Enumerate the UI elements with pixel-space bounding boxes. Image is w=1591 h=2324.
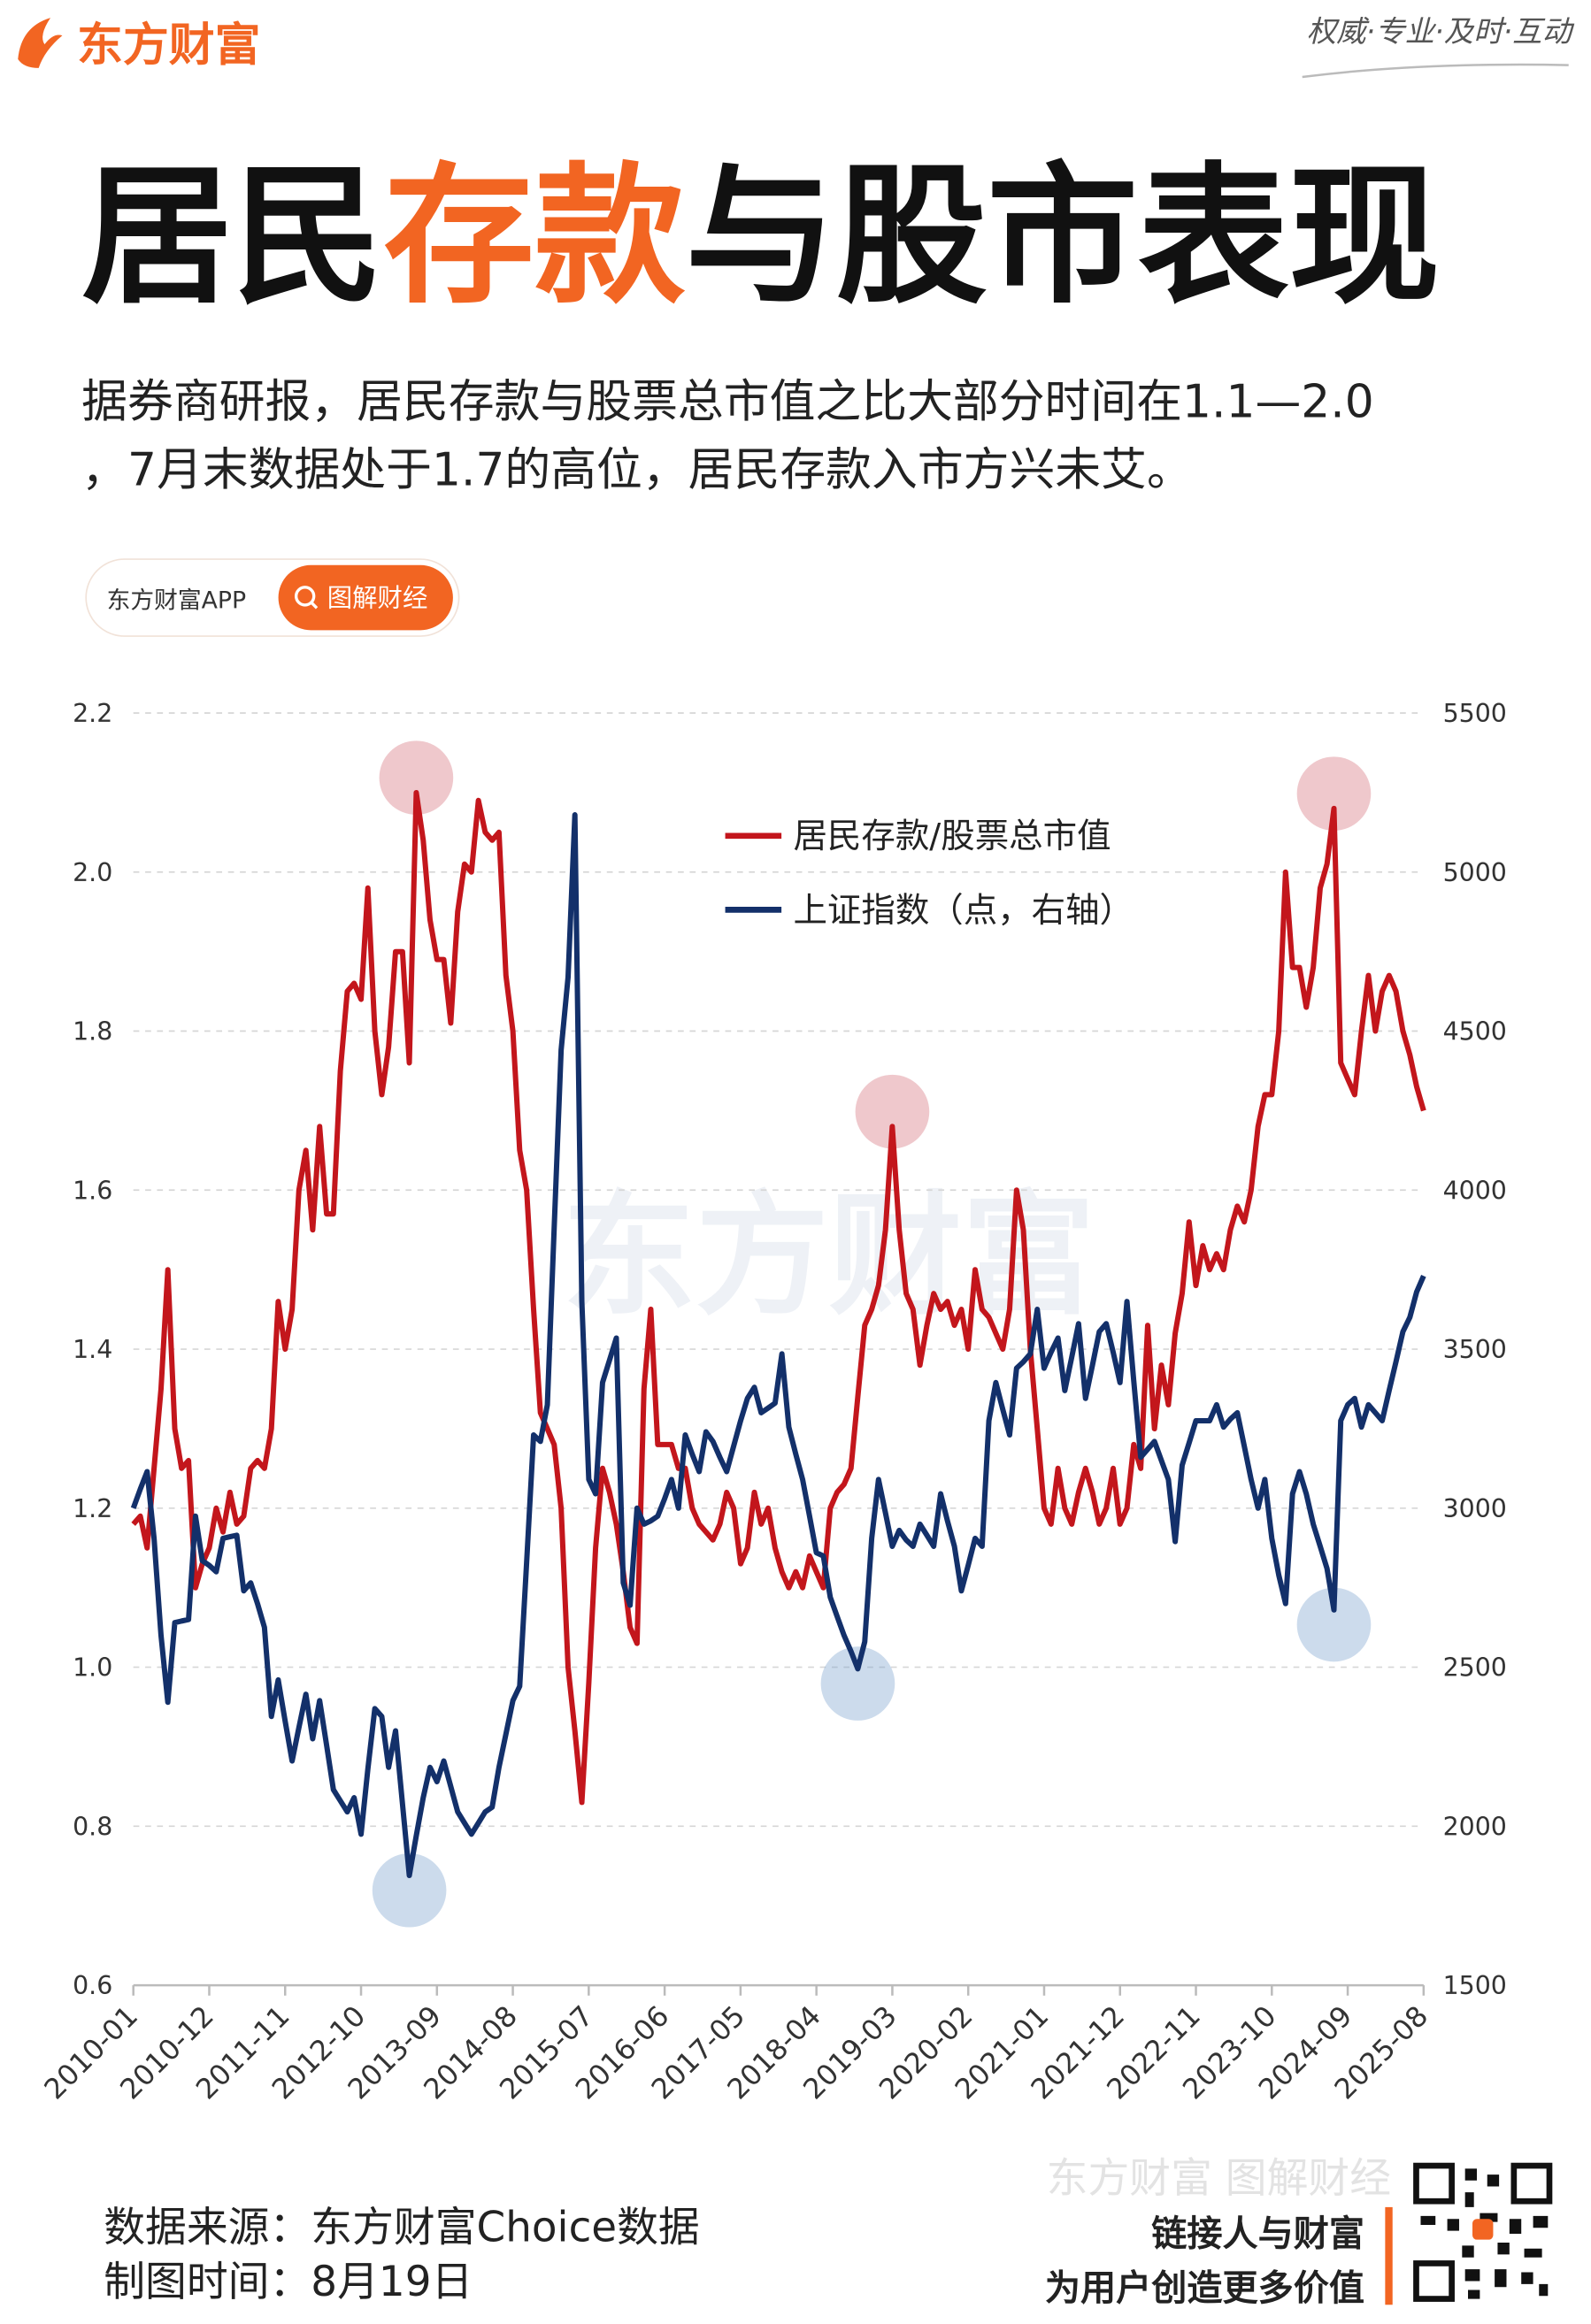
search-icon: [294, 586, 316, 607]
highlight: [379, 740, 454, 815]
footer-bar: [1385, 2206, 1393, 2305]
tagline: 链接人与财富: [1151, 2213, 1364, 2254]
qr-finder: [1413, 2260, 1455, 2302]
y2-tick-label: 5000: [1443, 858, 1507, 887]
y2-tick-label: 3000: [1443, 1494, 1507, 1523]
highlight: [1296, 756, 1372, 831]
legend-label: 上证指数（点，右轴）: [793, 891, 1134, 931]
y-tick-label: 0.6: [73, 1971, 112, 2000]
search-icon: [310, 601, 319, 610]
qr-finder: [1510, 2162, 1553, 2205]
title: 居民存款与股市表现: [81, 150, 1440, 325]
highlight: [820, 1646, 895, 1721]
search-pill[interactable]: [278, 564, 453, 631]
slogan-stroke: [1302, 63, 1569, 79]
legend-label: 居民存款/股票总市值: [793, 817, 1111, 856]
qr-finder: [1413, 2162, 1455, 2205]
y2-tick-label: 2500: [1443, 1653, 1507, 1683]
y2-tick-label: 3500: [1443, 1335, 1507, 1364]
y-tick-label: 0.8: [73, 1812, 112, 1841]
logo-icon: [18, 18, 63, 68]
highlight: [855, 1074, 930, 1149]
y-tick-label: 1.8: [73, 1017, 112, 1047]
logo-text: 东方财富: [77, 19, 260, 73]
qr-code: [1413, 2162, 1553, 2302]
y2-tick-label: 4000: [1443, 1176, 1507, 1205]
y2-tick-label: 2000: [1443, 1812, 1507, 1841]
title-part: 与股市表现: [685, 150, 1440, 325]
series-line: [131, 789, 1426, 1806]
y-tick-label: 1.0: [73, 1653, 112, 1683]
y2-tick-label: 1500: [1443, 1971, 1507, 2000]
footer-brand: 东方财富 图解财经: [1047, 2155, 1391, 2203]
y-tick-label: 1.2: [73, 1494, 112, 1523]
subtitle-line: ，7月末数据处于1.7的高位，居民存款入市方兴未艾。: [81, 443, 1193, 496]
highlight: [1296, 1587, 1372, 1662]
y-tick-label: 2.2: [73, 699, 112, 728]
highlight: [372, 1852, 447, 1928]
y-tick-label: 1.6: [73, 1176, 112, 1205]
slogan: 权威·专业·及时·互动: [1307, 14, 1575, 49]
badge-search: 图解财经: [327, 584, 428, 613]
source: 数据来源：东方财富Choice数据: [104, 2204, 699, 2251]
tagline: 为用户创造更多价值: [1045, 2268, 1364, 2309]
date: 制图时间：8月19日: [104, 2259, 473, 2306]
y2-tick-label: 4500: [1443, 1017, 1507, 1047]
title-part: 居民: [81, 150, 383, 325]
badge-app: 东方财富APP: [107, 587, 247, 614]
y-tick-label: 1.4: [73, 1335, 112, 1364]
qr-logo: [1472, 2219, 1494, 2240]
y-tick-label: 2.0: [73, 858, 112, 887]
series-line: [130, 812, 1426, 1879]
y2-tick-label: 5500: [1443, 699, 1507, 728]
title-highlight: 存款: [383, 150, 686, 325]
subtitle-line: 据券商研报，居民存款与股票总市值之比大部分时间在1.1—2.0: [81, 376, 1374, 429]
